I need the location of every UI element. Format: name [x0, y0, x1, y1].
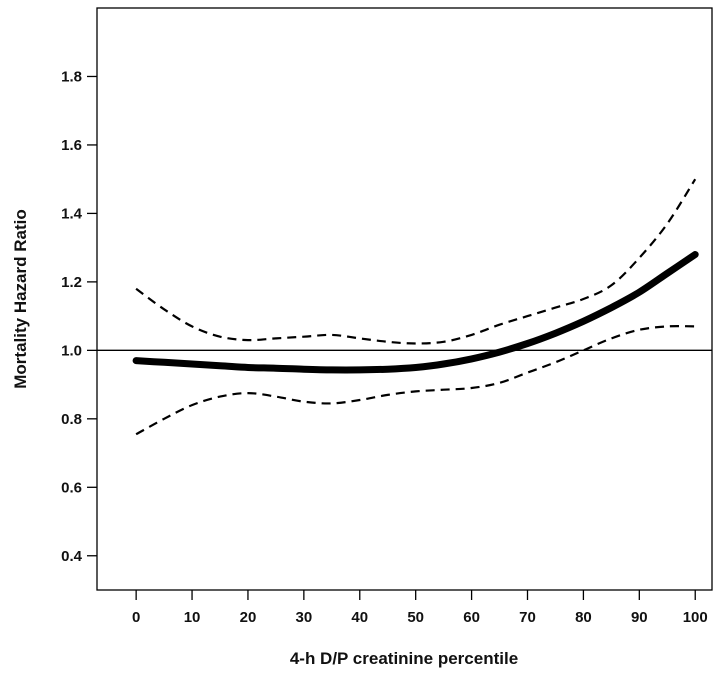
y-tick-label: 0.8 — [61, 411, 82, 428]
x-tick-label: 20 — [240, 609, 257, 626]
y-tick-label: 1.0 — [61, 342, 82, 359]
x-tick-label: 90 — [631, 609, 648, 626]
lower-ci-line — [135, 325, 696, 436]
y-axis-label: Mortality Hazard Ratio — [11, 209, 30, 388]
y-tick-label: 1.2 — [61, 274, 82, 291]
x-tick-label: 80 — [575, 609, 592, 626]
x-axis-label: 4-h D/P creatinine percentile — [290, 649, 518, 668]
y-tick-label: 1.4 — [61, 205, 83, 222]
upper-ci-line — [135, 178, 697, 345]
ticks-layer: 0 10 20 30 40 50 60 70 80 90 100 0.4 0.6 0.8 1.0 1.2 1.4… — [61, 68, 708, 626]
x-tick-label: 30 — [296, 609, 313, 626]
x-tick-label: 50 — [407, 609, 424, 626]
x-tick-label: 100 — [683, 609, 708, 626]
y-tick-label: 0.4 — [61, 548, 83, 565]
x-tick-label: 70 — [519, 609, 536, 626]
x-tick-label: 0 — [132, 609, 140, 626]
x-tick-label: 60 — [463, 609, 480, 626]
y-tick-label: 0.6 — [61, 479, 82, 496]
x-tick-label: 40 — [351, 609, 368, 626]
y-tick-label: 1.8 — [61, 68, 82, 85]
series-layer — [97, 178, 712, 436]
estimate-line — [132, 251, 699, 374]
x-tick-label: 10 — [184, 609, 201, 626]
plot-frame — [96, 7, 713, 591]
y-tick-label: 1.6 — [61, 137, 82, 154]
